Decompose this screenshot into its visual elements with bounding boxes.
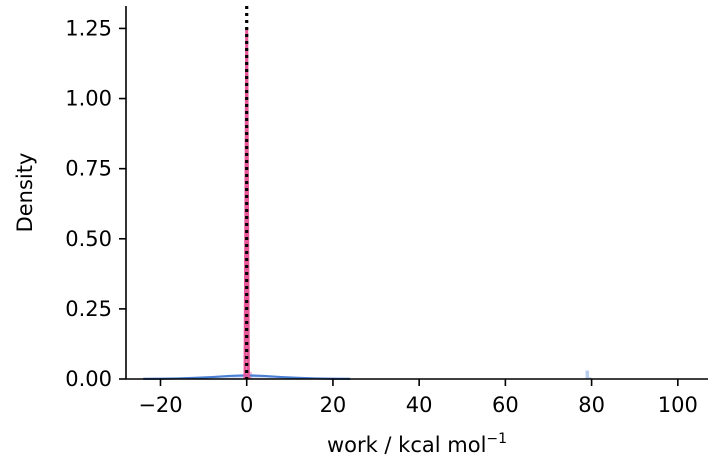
y-axis-label: Density [13, 153, 37, 233]
y-tick-label: 1.25 [65, 16, 112, 40]
x-tick-label: 40 [406, 393, 433, 417]
x-tick-label: 20 [320, 393, 347, 417]
plot-area [143, 6, 592, 380]
y-axis-ticks: 0.00 0.25 0.50 0.75 1.00 1.25 [65, 16, 126, 391]
x-tick-label: −20 [138, 393, 182, 417]
x-tick-label: 100 [658, 393, 698, 417]
y-tick-label: 0.50 [65, 227, 112, 251]
histogram-bar [589, 377, 592, 379]
y-tick-label: 0.00 [65, 367, 112, 391]
histogram-bar [585, 370, 590, 379]
x-axis-ticks: −20 0 20 40 60 80 100 [138, 379, 698, 417]
y-tick-label: 0.25 [65, 297, 112, 321]
x-axis-label-text: work / kcal mol [327, 433, 486, 457]
x-tick-label: 80 [578, 393, 605, 417]
x-axis-label-superscript: −1 [486, 431, 507, 447]
x-axis-label: work / kcal mol−1 [327, 431, 507, 457]
y-tick-label: 1.00 [65, 87, 112, 111]
x-tick-label: 60 [492, 393, 519, 417]
y-tick-label: 0.75 [65, 157, 112, 181]
x-tick-label: 0 [240, 393, 253, 417]
